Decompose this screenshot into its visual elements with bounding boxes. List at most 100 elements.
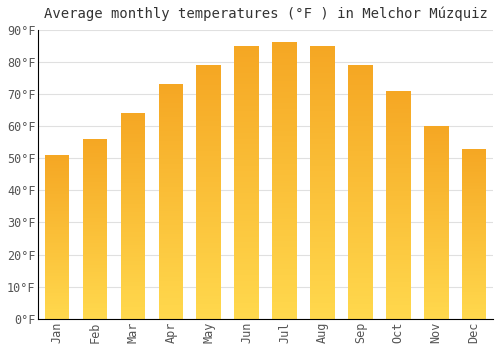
Bar [386, 275, 410, 278]
Bar [462, 266, 486, 268]
Bar [310, 185, 335, 188]
Bar [196, 167, 221, 169]
Bar [386, 223, 410, 225]
Bar [45, 196, 70, 197]
Bar [424, 278, 448, 280]
Bar [83, 292, 108, 294]
Bar [196, 243, 221, 245]
Bar [45, 180, 70, 181]
Bar [234, 215, 259, 218]
Bar [158, 150, 183, 152]
Bar [348, 258, 372, 260]
Bar [310, 59, 335, 62]
Bar [310, 316, 335, 319]
Bar [386, 310, 410, 312]
Bar [83, 279, 108, 281]
Bar [310, 223, 335, 226]
Bar [83, 150, 108, 152]
Bar [83, 191, 108, 193]
Bar [386, 218, 410, 221]
Bar [45, 204, 70, 206]
Bar [234, 106, 259, 108]
Bar [462, 276, 486, 278]
Bar [272, 70, 297, 73]
Bar [386, 273, 410, 275]
Bar [424, 234, 448, 236]
Bar [45, 309, 70, 311]
Bar [120, 294, 146, 296]
Bar [158, 162, 183, 164]
Bar [424, 190, 448, 191]
Bar [310, 226, 335, 229]
Bar [348, 238, 372, 240]
Bar [196, 199, 221, 202]
Bar [348, 103, 372, 106]
Bar [120, 222, 146, 224]
Bar [310, 253, 335, 256]
Bar [462, 285, 486, 287]
Bar [310, 314, 335, 316]
Bar [424, 182, 448, 184]
Bar [234, 103, 259, 106]
Bar [196, 253, 221, 256]
Bar [348, 113, 372, 116]
Bar [196, 273, 221, 276]
Bar [45, 252, 70, 253]
Bar [386, 255, 410, 257]
Bar [272, 222, 297, 225]
Bar [462, 148, 486, 150]
Bar [45, 212, 70, 214]
Bar [45, 257, 70, 258]
Bar [120, 218, 146, 220]
Bar [234, 117, 259, 119]
Bar [45, 181, 70, 183]
Bar [424, 136, 448, 138]
Bar [234, 185, 259, 188]
Bar [272, 189, 297, 192]
Bar [386, 150, 410, 152]
Bar [272, 230, 297, 233]
Bar [348, 311, 372, 314]
Bar [348, 151, 372, 154]
Bar [45, 225, 70, 227]
Bar [83, 159, 108, 160]
Bar [386, 294, 410, 296]
Bar [424, 205, 448, 207]
Bar [83, 209, 108, 211]
Bar [158, 112, 183, 115]
Bar [310, 270, 335, 272]
Bar [424, 163, 448, 164]
Bar [196, 284, 221, 286]
Bar [45, 155, 70, 156]
Bar [83, 312, 108, 314]
Bar [462, 169, 486, 171]
Bar [348, 266, 372, 268]
Bar [272, 186, 297, 189]
Bar [310, 122, 335, 125]
Bar [234, 207, 259, 210]
Bar [272, 62, 297, 64]
Bar [462, 171, 486, 172]
Bar [348, 123, 372, 126]
Bar [348, 116, 372, 118]
Bar [424, 138, 448, 140]
Bar [386, 246, 410, 248]
Bar [348, 288, 372, 291]
Bar [386, 184, 410, 187]
Bar [120, 315, 146, 317]
Bar [386, 127, 410, 130]
Bar [158, 105, 183, 108]
Bar [386, 212, 410, 214]
Bar [234, 51, 259, 54]
Bar [196, 184, 221, 187]
Bar [424, 298, 448, 300]
Bar [462, 188, 486, 189]
Bar [158, 124, 183, 126]
Bar [120, 197, 146, 199]
Bar [272, 167, 297, 170]
Bar [462, 164, 486, 166]
Bar [196, 232, 221, 235]
Bar [272, 178, 297, 181]
Bar [45, 245, 70, 247]
Bar [348, 108, 372, 111]
